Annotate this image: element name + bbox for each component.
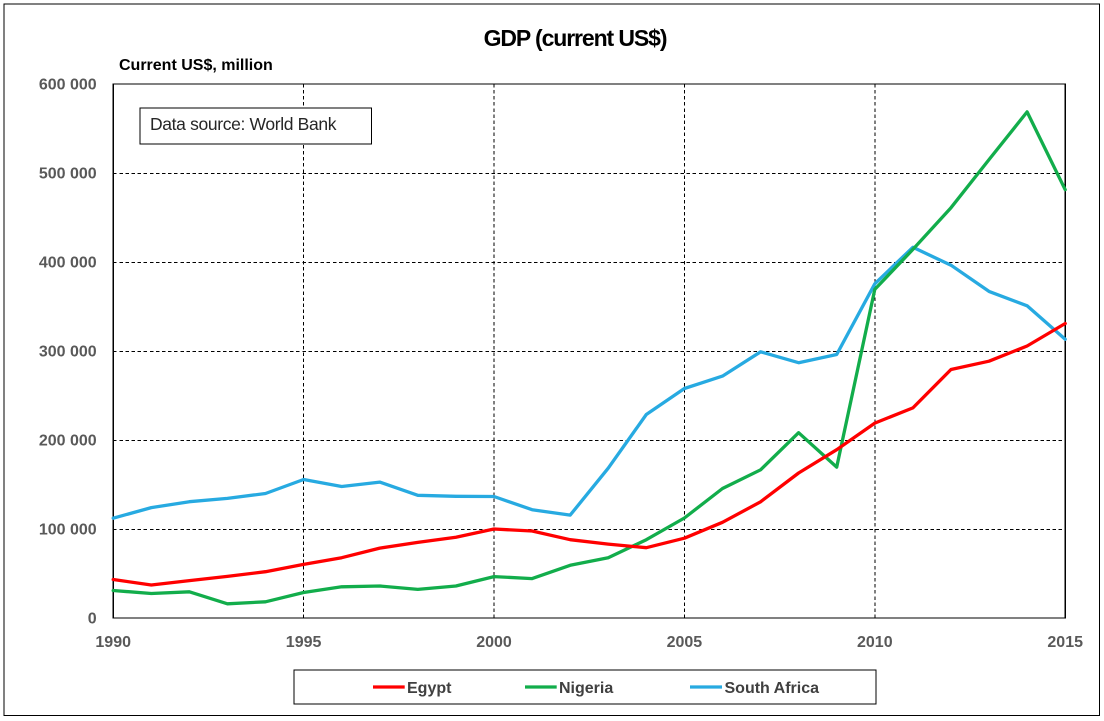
svg-text:400 000: 400 000	[39, 254, 97, 271]
svg-text:600 000: 600 000	[39, 76, 97, 93]
svg-text:2005: 2005	[667, 634, 703, 651]
svg-text:Current US$, million: Current US$, million	[119, 57, 273, 74]
svg-text:1990: 1990	[95, 634, 131, 651]
svg-text:Nigeria: Nigeria	[559, 680, 613, 697]
svg-text:Data source: World Bank: Data source: World Bank	[150, 114, 337, 134]
svg-text:2015: 2015	[1047, 634, 1083, 651]
svg-text:South Africa: South Africa	[725, 680, 820, 697]
svg-text:2000: 2000	[476, 634, 512, 651]
svg-text:Egypt: Egypt	[407, 680, 452, 697]
svg-text:0: 0	[88, 610, 97, 627]
svg-text:300 000: 300 000	[39, 343, 97, 360]
svg-text:GDP (current US$): GDP (current US$)	[484, 25, 667, 51]
svg-text:1995: 1995	[286, 634, 322, 651]
svg-text:200 000: 200 000	[39, 432, 97, 449]
svg-text:2010: 2010	[857, 634, 893, 651]
svg-text:100 000: 100 000	[39, 521, 97, 538]
svg-text:500 000: 500 000	[39, 165, 97, 182]
